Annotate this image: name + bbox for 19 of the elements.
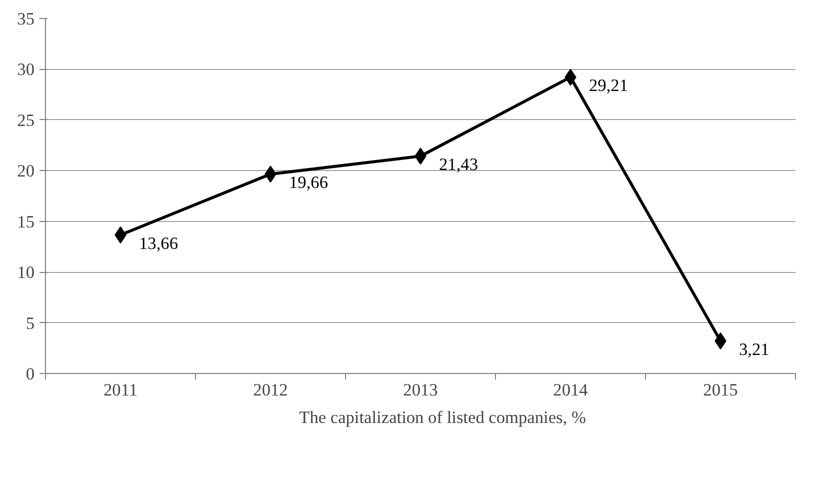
x-tick-label: 2011: [103, 380, 138, 400]
data-label: 19,66: [289, 173, 328, 192]
y-tick-label: 25: [17, 110, 34, 130]
text: The capitalization of listed companies, %: [299, 408, 586, 428]
y-tick-label: 10: [17, 263, 34, 282]
data-label: 13,66: [139, 234, 178, 253]
x-tick-label: 2012: [253, 380, 288, 400]
x-tick-label: 2013: [403, 380, 438, 400]
y-tick-label: 20: [17, 162, 34, 181]
x-tick-label: 2014: [553, 380, 588, 400]
y-tick-label: 0: [26, 364, 35, 384]
y-tick-label: 30: [17, 60, 34, 80]
data-label: 3,21: [739, 340, 770, 359]
x-tick-label: 2015: [703, 380, 738, 400]
y-tick-label: 5: [26, 314, 35, 333]
y-tick-label: 35: [17, 10, 34, 28]
data-label: 29,21: [589, 76, 628, 96]
data-label: 21,43: [439, 155, 478, 174]
y-tick-label: 15: [17, 212, 34, 232]
